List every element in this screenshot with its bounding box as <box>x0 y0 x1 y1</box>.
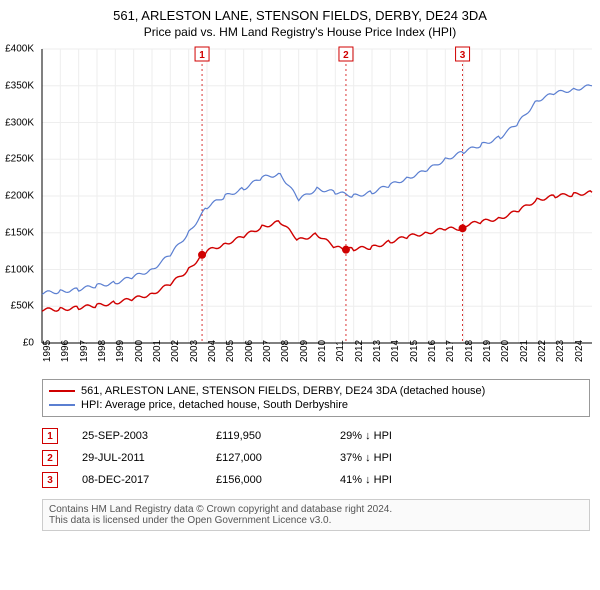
marker-number-box: 3 <box>42 472 58 488</box>
marker-hpi-delta: 37% ↓ HPI <box>340 452 460 464</box>
x-axis-label: 1998 <box>97 340 108 362</box>
y-axis-label: £150K <box>5 227 34 238</box>
marker-row: 2 29-JUL-2011 £127,000 37% ↓ HPI <box>42 447 590 469</box>
marker-date: 29-JUL-2011 <box>82 452 192 464</box>
x-axis-label: 2017 <box>445 340 456 362</box>
marker-price: £119,950 <box>216 430 316 442</box>
x-axis-label: 2003 <box>189 340 200 362</box>
marker-hpi-delta: 29% ↓ HPI <box>340 430 460 442</box>
svg-text:3: 3 <box>460 50 466 61</box>
y-axis-label: £250K <box>5 154 34 165</box>
x-axis-label: 2004 <box>207 340 218 362</box>
x-axis-label: 1995 <box>42 340 53 362</box>
marker-price: £127,000 <box>216 452 316 464</box>
x-axis-label: 2002 <box>170 340 181 362</box>
x-axis-label: 2023 <box>555 340 566 362</box>
x-axis-label: 2009 <box>299 340 310 362</box>
marker-date: 08-DEC-2017 <box>82 474 192 486</box>
x-axis-label: 2018 <box>464 340 475 362</box>
title-line2: Price paid vs. HM Land Registry's House … <box>0 25 600 39</box>
marker-row: 3 08-DEC-2017 £156,000 41% ↓ HPI <box>42 469 590 491</box>
x-axis-label: 2006 <box>244 340 255 362</box>
x-axis-label: 1999 <box>115 340 126 362</box>
marker-number-box: 1 <box>42 428 58 444</box>
x-axis-label: 2005 <box>225 340 236 362</box>
y-axis-label: £100K <box>5 264 34 275</box>
x-axis-label: 2000 <box>134 340 145 362</box>
y-axis-label: £50K <box>11 301 34 312</box>
y-axis-label: £0 <box>23 338 34 349</box>
marker-date: 25-SEP-2003 <box>82 430 192 442</box>
y-axis-label: £400K <box>5 44 34 55</box>
x-axis-label: 2010 <box>317 340 328 362</box>
x-axis-label: 2020 <box>500 340 511 362</box>
marker-price: £156,000 <box>216 474 316 486</box>
x-axis-label: 2011 <box>335 340 346 362</box>
y-axis-label: £200K <box>5 191 34 202</box>
chart-container: 561, ARLESTON LANE, STENSON FIELDS, DERB… <box>0 0 600 531</box>
footer-attribution: Contains HM Land Registry data © Crown c… <box>42 499 590 531</box>
legend-swatch <box>49 404 75 406</box>
x-axis-label: 2019 <box>482 340 493 362</box>
y-axis-label: £350K <box>5 80 34 91</box>
y-axis-label: £300K <box>5 117 34 128</box>
x-axis-label: 2012 <box>354 340 365 362</box>
chart-area: 123 £0£50K£100K£150K£200K£250K£300K£350K… <box>38 43 598 373</box>
legend-item: 561, ARLESTON LANE, STENSON FIELDS, DERB… <box>49 384 583 398</box>
x-axis-label: 2016 <box>427 340 438 362</box>
marker-row: 1 25-SEP-2003 £119,950 29% ↓ HPI <box>42 425 590 447</box>
marker-hpi-delta: 41% ↓ HPI <box>340 474 460 486</box>
legend-label: HPI: Average price, detached house, Sout… <box>81 399 348 411</box>
legend-label: 561, ARLESTON LANE, STENSON FIELDS, DERB… <box>81 385 485 397</box>
x-axis-label: 2015 <box>409 340 420 362</box>
chart-svg: 1 2 3 <box>38 43 598 373</box>
legend: 561, ARLESTON LANE, STENSON FIELDS, DERB… <box>42 379 590 417</box>
svg-text:1: 1 <box>199 50 205 61</box>
legend-swatch <box>49 390 75 392</box>
footer-line2: This data is licensed under the Open Gov… <box>49 515 583 526</box>
footer-line1: Contains HM Land Registry data © Crown c… <box>49 504 583 515</box>
x-axis-label: 1997 <box>79 340 90 362</box>
x-axis-label: 2013 <box>372 340 383 362</box>
title-line1: 561, ARLESTON LANE, STENSON FIELDS, DERB… <box>0 8 600 23</box>
x-axis-label: 2022 <box>537 340 548 362</box>
x-axis-label: 2014 <box>390 340 401 362</box>
x-axis-label: 2007 <box>262 340 273 362</box>
title-block: 561, ARLESTON LANE, STENSON FIELDS, DERB… <box>0 0 600 43</box>
markers-table: 1 25-SEP-2003 £119,950 29% ↓ HPI 2 29-JUL-201… <box>42 425 590 491</box>
x-axis-label: 2024 <box>574 340 585 362</box>
x-axis-label: 2021 <box>519 340 530 362</box>
legend-item: HPI: Average price, detached house, Sout… <box>49 398 583 412</box>
marker-number-box: 2 <box>42 450 58 466</box>
x-axis-label: 1996 <box>60 340 71 362</box>
x-axis-label: 2001 <box>152 340 163 362</box>
svg-text:2: 2 <box>343 50 349 61</box>
x-axis-label: 2008 <box>280 340 291 362</box>
